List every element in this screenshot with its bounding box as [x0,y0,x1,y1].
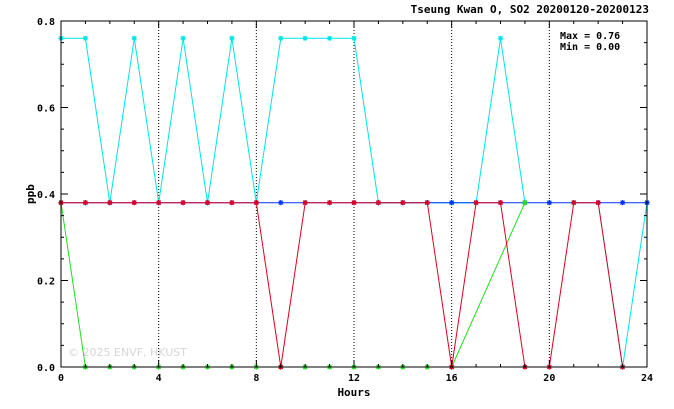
data-point [326,200,333,206]
data-point [302,200,308,206]
data-point [473,200,479,206]
data-point [131,35,137,41]
x-tick-label: 0 [58,373,64,384]
data-point [595,200,601,206]
data-point [400,200,406,206]
data-point [424,200,430,206]
data-point [546,200,552,206]
min-stat: Min = 0.00 [560,41,620,53]
data-point [278,35,284,41]
data-point [522,200,528,206]
data-point [82,200,89,206]
max-stat: Max = 0.76 [560,31,620,42]
y-tick-label: 0.2 [37,277,55,288]
x-tick-label: 4 [156,373,162,384]
x-tick-label: 8 [253,373,259,384]
y-tick-label: 0.4 [37,190,55,201]
x-tick-label: 24 [641,373,653,384]
data-point [229,35,235,41]
x-tick-label: 20 [543,373,555,384]
data-point [107,200,113,206]
grid-lines [158,21,550,367]
data-point [326,35,333,41]
x-axis-label: Hours [337,386,370,399]
data-point [351,35,357,41]
data-point [302,35,308,41]
data-point [82,35,89,41]
data-point [351,200,357,206]
y-axis-label: ppb [24,184,37,204]
y-tick-label: 0.6 [37,104,55,115]
data-point [156,200,162,206]
chart-title: Tseung Kwan O, SO2 20200120-20200123 [411,3,649,16]
data-point [229,200,235,206]
data-point [571,200,577,206]
data-point [278,200,284,206]
data-point [619,200,626,206]
data-point [204,200,211,206]
data-point [497,200,504,206]
x-tick-label: 16 [446,373,458,384]
data-point [180,200,186,206]
data-point [375,200,382,206]
y-tick-label: 0.0 [37,363,55,374]
data-point [449,200,455,206]
data-point [131,200,137,206]
data-point [497,35,504,41]
data-point [180,35,186,41]
y-tick-label: 0.8 [37,17,55,28]
axes: 0 4 8 12 16 20 24 0.0 0.2 0.4 0.6 0.8 [37,17,653,384]
watermark: © 2025 ENVF, HKUST [68,346,187,359]
x-tick-label: 12 [348,373,360,384]
data-point [253,200,259,206]
